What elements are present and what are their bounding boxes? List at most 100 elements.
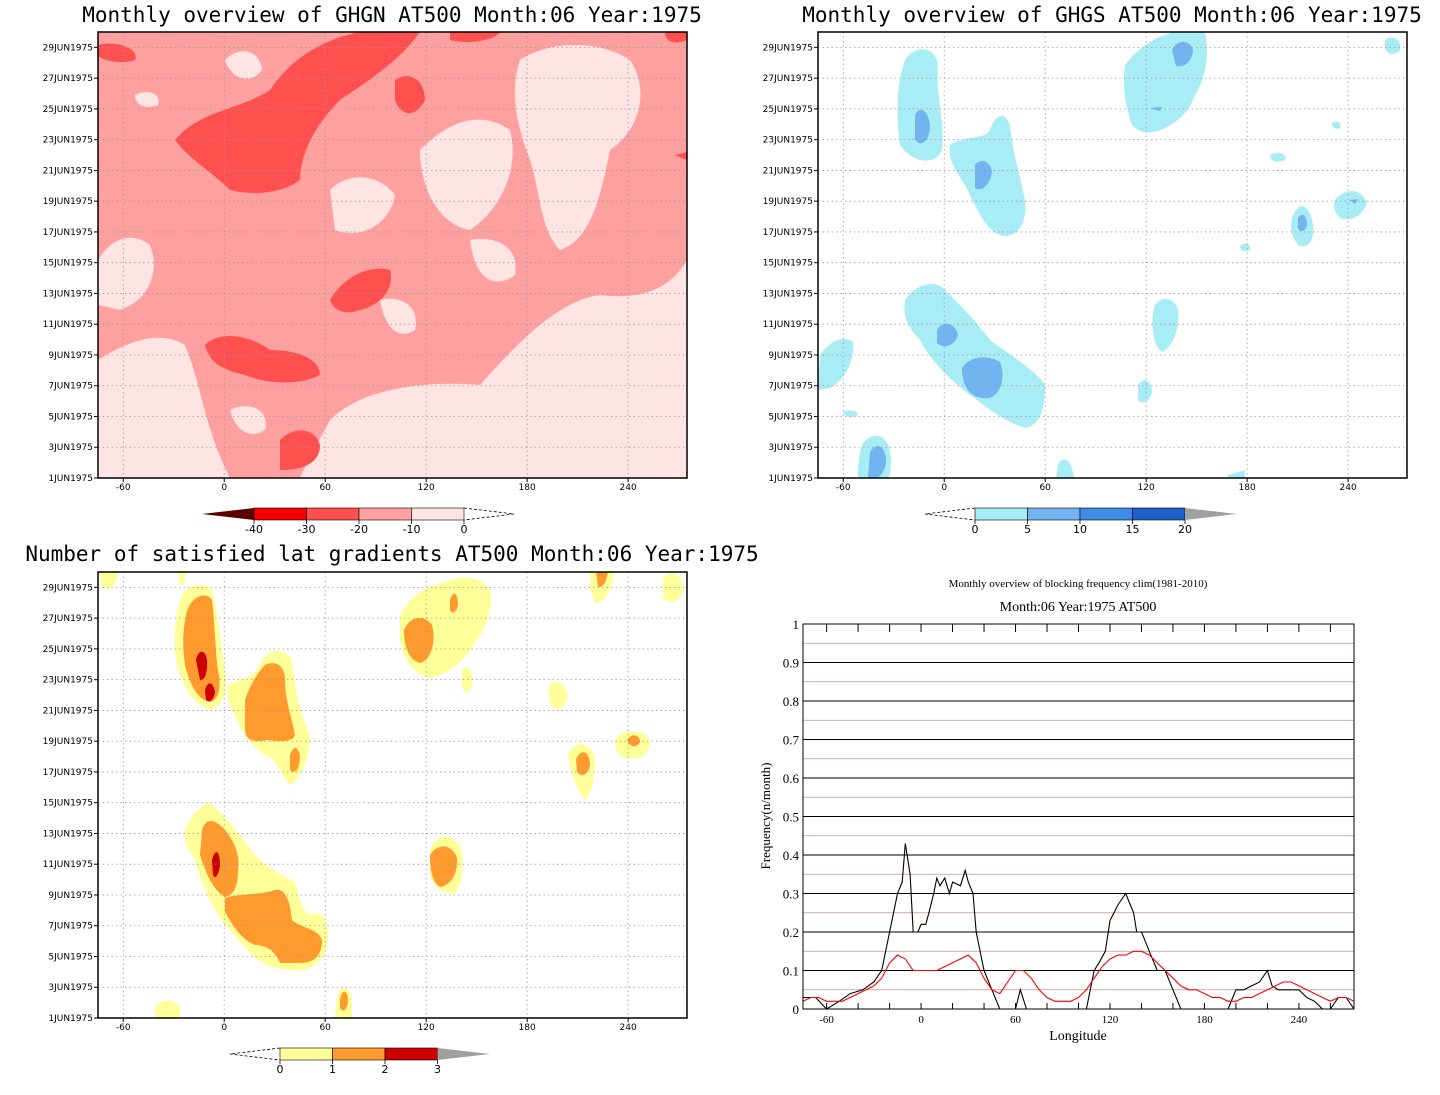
ghgs-ytick-label: 5JUN1975 <box>768 412 813 422</box>
ghgs-ytick-label: 11JUN1975 <box>763 320 813 330</box>
ghgn-ytick-label: 23JUN1975 <box>43 136 93 146</box>
ghgs-colorbar-box <box>1132 507 1186 521</box>
ghgs-colorbar-box <box>1079 507 1133 521</box>
ghgs-ytick-label: 21JUN1975 <box>763 166 813 176</box>
ghgn-colorbar-label: -10 <box>403 523 421 536</box>
ghgn-ytick-label: 17JUN1975 <box>43 228 93 238</box>
ghgn-ytick-label: 5JUN1975 <box>48 412 93 422</box>
ghgn-ytick-label: 27JUN1975 <box>43 74 93 84</box>
ghgs-title: Monthly overview of GHGS AT500 Month:06 … <box>802 3 1422 27</box>
ghgs-colorbar-label: 0 <box>972 523 979 536</box>
ghgs-colorbar-label: 20 <box>1178 523 1192 536</box>
freq-ytick-label: 1 <box>793 617 800 632</box>
ghgs-colorbar-box <box>974 507 1028 521</box>
ghgs-colorbar-box <box>1027 507 1081 521</box>
ghgn-frame <box>97 31 688 479</box>
ghgs-colorbar-end <box>1185 508 1237 520</box>
ghgn-xtick-label: -60 <box>116 483 131 493</box>
grad-colorbar-end-empty <box>229 1047 281 1061</box>
freq-ytick-label: 0 <box>793 1002 800 1017</box>
grad-ytick-label: 3JUN1975 <box>48 983 93 993</box>
ghgs-xtick-label: 240 <box>1340 483 1357 493</box>
grad-ytick-label: 11JUN1975 <box>43 860 93 870</box>
freq-xlabel: Longitude <box>1049 1029 1107 1044</box>
freq-gridlines <box>803 642 1354 991</box>
grad-colorbar-end <box>437 1048 490 1060</box>
ghgn-ytick-label: 15JUN1975 <box>43 259 93 269</box>
grad-ytick-label: 25JUN1975 <box>43 645 93 655</box>
grad-colorbar-label: 2 <box>382 1063 389 1076</box>
freq-ytick-label: 0.5 <box>783 810 799 825</box>
freq-xtick-label: 0 <box>918 1014 924 1026</box>
ghgn-xtick-label: 120 <box>418 483 435 493</box>
grad-ytick-label: 9JUN1975 <box>48 891 93 901</box>
grad-xticks: -60 0 60 120 180 240 <box>116 1018 637 1033</box>
freq-series <box>802 843 1355 1010</box>
grad-colorbar-label: 1 <box>329 1063 336 1076</box>
ghgn-colorbar: -40 -30 -20 -10 0 <box>202 507 515 536</box>
freq-xtick-label: 60 <box>1010 1014 1022 1026</box>
grad-xtick-label: 240 <box>620 1023 637 1033</box>
ghgn-ytick-label: 19JUN1975 <box>43 197 93 207</box>
ghgn-ytick-label: 13JUN1975 <box>43 289 93 299</box>
ghgn-xtick-label: 60 <box>319 483 331 493</box>
grad-colorbar: 0 1 2 3 <box>229 1047 490 1076</box>
grad-ytick-label: 5JUN1975 <box>48 952 93 962</box>
freq-xtick-label: 180 <box>1196 1014 1213 1026</box>
ghgs-panel: Monthly overview of GHGS AT500 Month:06 … <box>763 3 1422 536</box>
ghgn-ytick-label: 1JUN1975 <box>48 474 93 484</box>
ghgn-grid <box>98 32 687 478</box>
freq-subtitle: Month:06 Year:1975 AT500 <box>1000 600 1157 615</box>
grad-ytick-label: 17JUN1975 <box>43 768 93 778</box>
grad-ytick-label: 7JUN1975 <box>48 922 93 932</box>
ghgn-ytick-label: 7JUN1975 <box>48 382 93 392</box>
ghgs-ytick-label: 25JUN1975 <box>763 105 813 115</box>
grad-colorbar-box <box>332 1047 386 1061</box>
grad-title: Number of satisfied lat gradients AT500 … <box>25 542 758 566</box>
grad-xtick-label: 120 <box>418 1023 435 1033</box>
freq-xticks: -60 0 60 120 180 240 <box>819 624 1331 1026</box>
ghgs-xtick-label: 0 <box>941 483 947 493</box>
ghgs-ytick-label: 7JUN1975 <box>768 382 813 392</box>
grad-ytick-label: 27JUN1975 <box>43 614 93 624</box>
ghgs-ytick-label: 15JUN1975 <box>763 259 813 269</box>
ghgs-frame <box>817 31 1408 479</box>
ghgs-xticks: -60 0 60 120 180 240 <box>836 478 1357 493</box>
freq-ytick-label: 0.6 <box>783 771 800 786</box>
freq-ylabel: Frequency(n/month) <box>758 763 773 870</box>
grad-colorbar-label: 3 <box>434 1063 441 1076</box>
ghgn-xtick-label: 180 <box>519 483 536 493</box>
ghgs-ytick-label: 9JUN1975 <box>768 351 813 361</box>
grad-xtick-label: 180 <box>519 1023 536 1033</box>
freq-ytick-label: 0.4 <box>783 848 800 863</box>
grad-frame <box>97 571 688 1019</box>
ghgs-ytick-label: 23JUN1975 <box>763 136 813 146</box>
grad-ytick-label: 1JUN1975 <box>48 1014 93 1024</box>
ghgn-colorbar-box <box>306 507 360 521</box>
freq-xtick-label: -60 <box>819 1014 834 1026</box>
ghgs-field <box>818 32 1407 478</box>
grad-colorbar-label: 0 <box>277 1063 284 1076</box>
freq-ytick-label: 0.7 <box>783 733 800 748</box>
freq-yticks: 0 0.1 0.2 0.3 0.4 0.5 0.6 0.7 0.8 0.9 1 <box>783 617 800 1017</box>
ghgn-field <box>98 32 687 478</box>
ghgs-xtick-label: -60 <box>836 483 851 493</box>
ghgs-ytick-label: 29JUN1975 <box>763 43 813 53</box>
ghgs-xtick-label: 180 <box>1239 483 1256 493</box>
grad-panel: Number of satisfied lat gradients AT500 … <box>25 542 758 1076</box>
ghgs-ytick-label: 17JUN1975 <box>763 228 813 238</box>
ghgn-ytick-label: 9JUN1975 <box>48 351 93 361</box>
grad-ytick-label: 23JUN1975 <box>43 676 93 686</box>
ghgn-xtick-label: 240 <box>620 483 637 493</box>
ghgn-colorbar-label: 0 <box>461 523 468 536</box>
ghgs-ytick-label: 3JUN1975 <box>768 443 813 453</box>
freq-xtick-label: 240 <box>1291 1014 1308 1026</box>
ghgs-xtick-label: 60 <box>1039 483 1051 493</box>
grad-yticks: 1JUN1975 3JUN1975 5JUN1975 7JUN1975 9JUN1975… <box>43 583 98 1024</box>
ghgn-colorbar-box <box>253 507 307 521</box>
freq-series-monthly-line <box>803 843 1355 1010</box>
ghgs-colorbar-end-empty <box>924 507 976 521</box>
ghgs-colorbar-label: 15 <box>1126 523 1140 536</box>
freq-series-clim-line <box>802 950 1355 1002</box>
